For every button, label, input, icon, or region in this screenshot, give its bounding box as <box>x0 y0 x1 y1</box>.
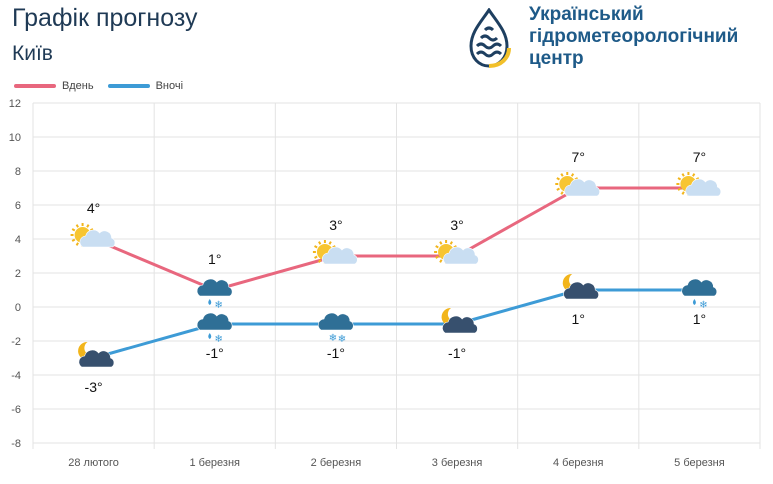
x-tick-label: 4 березня <box>553 457 604 469</box>
data-label-day: 1° <box>208 251 221 267</box>
svg-text:❄: ❄ <box>215 334 223 345</box>
moon-cloud-icon <box>441 307 478 334</box>
x-tick-label: 28 лютого <box>68 457 119 469</box>
city-name: Київ <box>12 42 53 65</box>
data-label-day: 4° <box>87 200 100 216</box>
y-tick-label: 12 <box>9 98 21 110</box>
legend-swatch-night <box>107 84 150 88</box>
svg-text:❄: ❄ <box>699 300 707 311</box>
moon-cloud-icon <box>562 273 599 300</box>
legend: Вдень Вночі <box>14 80 183 92</box>
snow-cloud-icon: ❄ ❄ <box>317 312 354 345</box>
sun-cloud-icon <box>555 172 600 197</box>
y-tick-label: 6 <box>15 200 21 212</box>
data-label-day: 7° <box>572 149 585 165</box>
legend-swatch-day <box>14 84 56 88</box>
y-tick-label: -6 <box>11 404 21 416</box>
data-label-night: -1° <box>206 345 224 361</box>
y-tick-label: 8 <box>15 166 21 178</box>
legend-label-night: Вночі <box>155 80 184 92</box>
y-tick-label: 10 <box>9 132 21 144</box>
rain-snow-cloud-icon: ❄ <box>196 278 233 311</box>
x-tick-label: 5 березня <box>674 457 725 469</box>
x-tick-label: 2 березня <box>311 457 362 469</box>
y-tick-label: -8 <box>11 438 21 450</box>
sun-cloud-icon <box>312 240 358 265</box>
svg-text:❄: ❄ <box>329 333 337 344</box>
x-tick-label: 3 березня <box>432 457 483 469</box>
series-line-night <box>93 288 700 360</box>
data-label-night: -3° <box>85 379 103 395</box>
rain-snow-cloud-icon: ❄ <box>196 312 233 345</box>
page-title: Графік прогнозу <box>12 4 198 32</box>
svg-text:❄: ❄ <box>338 334 346 345</box>
legend-label-day: Вдень <box>62 80 94 92</box>
y-tick-label: 0 <box>15 302 21 314</box>
data-label-night: -1° <box>448 345 466 361</box>
forecast-chart: -8 -6 -4 -2 0 2 4 6 8 10 12 28 лютого 1 березня 2 бер… <box>9 98 761 469</box>
sun-cloud-icon <box>70 223 116 248</box>
data-label-day: 7° <box>693 149 706 165</box>
legend-item-night[interactable]: Вночі <box>107 80 184 92</box>
data-label-day: 3° <box>329 217 342 233</box>
y-tick-label: -4 <box>11 370 21 382</box>
sun-cloud-icon <box>434 240 479 265</box>
org-name: Український гідрометеорологічний центр <box>529 4 739 69</box>
data-label-night: 1° <box>693 311 706 327</box>
moon-cloud-icon <box>78 341 115 368</box>
y-tick-label: -2 <box>11 336 21 348</box>
rain-snow-cloud-icon: ❄ <box>681 278 718 311</box>
svg-text:❄: ❄ <box>215 300 223 311</box>
y-tick-label: 4 <box>15 234 21 246</box>
sun-cloud-icon <box>676 172 722 197</box>
data-label-night: -1° <box>327 345 345 361</box>
ukrhydromet-logo-icon <box>469 8 511 68</box>
data-label-day: 3° <box>450 217 463 233</box>
x-tick-label: 1 березня <box>189 457 240 469</box>
y-tick-label: 2 <box>15 268 21 280</box>
data-label-night: 1° <box>572 311 585 327</box>
legend-item-day[interactable]: Вдень <box>14 80 94 92</box>
